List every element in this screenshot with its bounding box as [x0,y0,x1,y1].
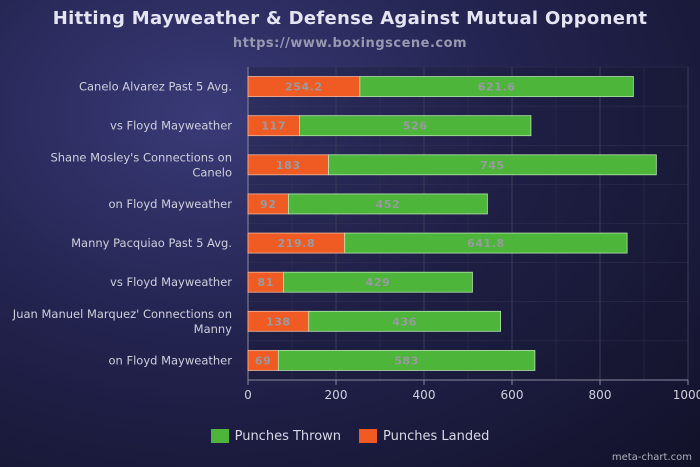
data-label-thrown: 526 [403,120,428,133]
category-label: Shane Mosley's Connections on [50,150,232,164]
x-tick-label: 0 [244,388,252,402]
bar-thrown [328,154,657,176]
legend-swatch-thrown [210,429,229,443]
chart-subtitle: https://www.boxingscene.com [232,36,468,51]
data-label-thrown: 429 [366,276,391,289]
category-label: on Floyd Mayweather [109,353,233,367]
data-label-landed: 69 [255,354,272,367]
x-tick-label: 800 [589,388,612,402]
bar-thrown [359,76,634,97]
data-label-landed: 92 [260,198,277,211]
category-label: Canelo [192,165,232,179]
legend-item-landed[interactable]: Punches Landed [359,429,489,444]
data-label-landed: 183 [276,159,301,172]
category-label: on Floyd Mayweather [109,197,233,211]
legend-swatch-landed [359,429,378,443]
data-label-landed: 117 [261,120,286,133]
bar-thrown [344,232,628,254]
category-label: Manny [194,322,233,336]
legend-label-landed: Punches Landed [383,428,490,444]
data-label-thrown: 436 [392,315,417,328]
data-label-thrown: 452 [376,198,401,211]
bar-thrown [299,115,532,137]
data-label-thrown: 583 [394,354,419,367]
chart-title: Hitting Mayweather & Defense Against Mut… [52,8,648,29]
data-label-landed: 254.2 [285,81,323,94]
x-tick-label: 400 [413,388,436,402]
data-label-landed: 138 [266,315,291,328]
bar-thrown [288,193,488,215]
bar-thrown [308,310,501,332]
legend: Punches Thrown Punches Landed [0,426,700,446]
category-label: Juan Manuel Marquez' Connections on [12,307,232,321]
data-label-landed: 219.8 [277,237,315,250]
data-label-thrown: 745 [480,159,505,172]
x-tick-label: 600 [501,388,524,402]
bar-thrown [277,350,536,371]
bar-thrown [283,271,473,293]
category-label: vs Floyd Mayweather [110,275,232,289]
x-tick-label: 200 [325,388,348,402]
category-label: vs Floyd Mayweather [110,119,232,133]
data-label-thrown: 641.8 [467,237,505,250]
credit-text: meta-chart.com [611,452,692,463]
category-label: Manny Pacquiao Past 5 Avg. [71,236,232,250]
legend-label-thrown: Punches Thrown [234,428,342,444]
x-tick-label: 1000 [673,388,700,402]
legend-item-thrown[interactable]: Punches Thrown [210,428,342,444]
data-label-landed: 81 [258,276,275,289]
category-label: Canelo Alvarez Past 5 Avg. [79,80,232,94]
data-label-thrown: 621.6 [478,81,516,94]
